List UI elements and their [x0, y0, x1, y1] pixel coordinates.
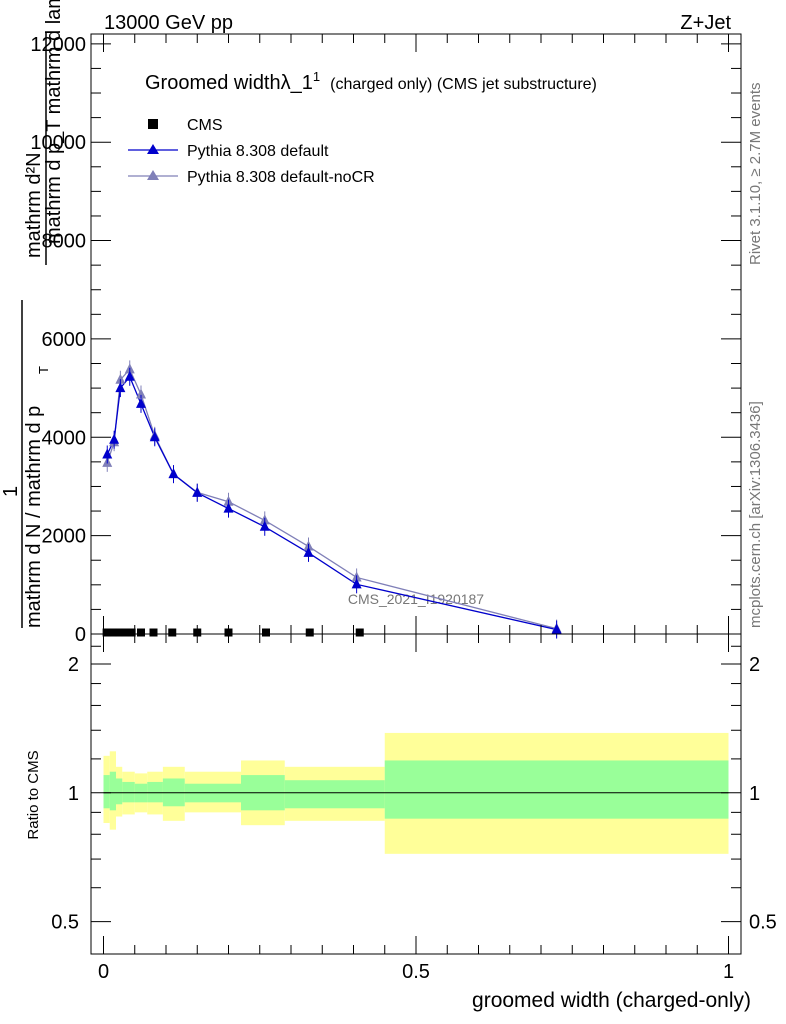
xtick-label-0: 0 [98, 961, 109, 983]
upper-series [102, 360, 562, 639]
series-default-point-5 [149, 431, 160, 442]
xlabel: groomed width (charged-only) [472, 989, 751, 1012]
series-cms-point-3 [121, 628, 130, 637]
legend-marker-cms [148, 119, 158, 129]
plot-title-detail: (charged only) (CMS jet substructure) [330, 76, 597, 93]
lower-ytick-label-right-2: 2 [749, 654, 760, 676]
ratio-band-green-3 [122, 781, 135, 803]
plot-title-main: Groomed widthλ_1 [145, 72, 313, 94]
plot-title-sup: 1 [313, 69, 320, 84]
series-cms-point-6 [149, 628, 158, 637]
series-default-point-7 [192, 486, 203, 497]
series-cms-point-10 [262, 628, 270, 637]
ylabel-prefix-den: mathrm d N / mathrm d p [23, 406, 45, 628]
legend-label-default: Pythia 8.308 default [187, 143, 329, 160]
series-default-point-11 [351, 578, 362, 589]
header-left: 13000 GeV pp [104, 12, 233, 34]
series-cms-point-1 [108, 628, 117, 637]
series-default-point-4 [136, 397, 146, 408]
watermark: CMS_2021_I1920187 [348, 591, 484, 607]
series-default-point-6 [168, 468, 179, 479]
axes: 0 2000 4000 6000 8000 10000 12000 0 0.5 1 0.5 0.5 1 1… [30, 33, 777, 983]
ratio-band-green-2 [116, 778, 123, 805]
legend-label-cms: CMS [187, 117, 223, 134]
ratio-band-green-5 [147, 781, 163, 803]
lower-ytick-label-left-0: 0.5 [51, 912, 79, 934]
series-default-point-0 [102, 448, 113, 459]
series-default-point-2 [115, 382, 126, 393]
series-cms-point-7 [168, 628, 177, 637]
lower-ytick-label-left-2: 2 [68, 654, 79, 676]
ylabel-numerator: mathrm d²N [23, 152, 45, 258]
series-nocr-point-2 [115, 373, 126, 384]
series-default-line [106, 375, 557, 631]
plot-title: Groomed widthλ_11 (charged only) (CMS jet… [145, 69, 597, 94]
series-default-point-10 [303, 546, 314, 557]
ylabel-prefix-sub: T [36, 366, 51, 374]
series-cms-point-4 [127, 628, 136, 637]
upper-ytick-label-4: 8000 [42, 231, 87, 253]
series-default-point-1 [109, 433, 120, 444]
rivet-label: Rivet 3.1.10, ≥ 2.7M events [747, 83, 764, 266]
upper-ytick-label-2: 4000 [42, 427, 87, 449]
xtick-label-1: 0.5 [402, 961, 430, 983]
legend: CMS Pythia 8.308 default Pythia 8.308 de… [128, 117, 375, 186]
header-right: Z+Jet [680, 12, 731, 34]
lower-ytick-label-left-1: 1 [68, 783, 79, 805]
lower-ytick-label-right-1: 1 [749, 783, 760, 805]
upper-ylabel: mathrm d²N mathrm d p_T mathrm d lambda … [0, 0, 65, 628]
series-cms-point-0 [102, 628, 111, 637]
series-default-point-8 [223, 502, 234, 513]
lower-bands [103, 732, 729, 854]
series-default-point-12 [551, 623, 562, 634]
upper-ytick-label-6: 12000 [30, 34, 86, 56]
upper-ytick-label-3: 6000 [42, 329, 87, 351]
upper-ytick-label-0: 0 [75, 624, 86, 646]
lower-ylabel: Ratio to CMS [25, 750, 42, 839]
ratio-band-green-10 [384, 760, 729, 819]
upper-ytick-label-5: 10000 [30, 132, 86, 154]
legend-marker-default [147, 144, 159, 154]
ratio-band-green-1 [109, 771, 116, 811]
lower-ytick-label-right-0: 0.5 [749, 912, 777, 934]
mcplots-label: mcplots.cern.ch [arXiv:1306.3436] [747, 401, 764, 628]
xtick-label-2: 1 [723, 961, 734, 983]
series-default-point-9 [259, 520, 270, 531]
legend-marker-nocr [147, 170, 159, 180]
series-cms-point-12 [355, 628, 364, 637]
series-cms-point-2 [115, 628, 124, 637]
ylabel-denominator: mathrm d p_T mathrm d lambda [43, 0, 65, 244]
series-default-point-3 [124, 370, 135, 381]
ratio-band-green-0 [103, 775, 110, 809]
ylabel-prefix-num: 1 [0, 486, 22, 497]
ratio-band-green-9 [284, 780, 385, 809]
series-nocr-point-4 [136, 388, 146, 399]
upper-ytick-label-1: 2000 [42, 526, 87, 548]
series-nocr-line [106, 368, 557, 630]
series-cms-point-11 [305, 628, 314, 637]
series-cms-point-5 [137, 628, 145, 637]
legend-label-nocr: Pythia 8.308 default-noCR [187, 169, 375, 186]
